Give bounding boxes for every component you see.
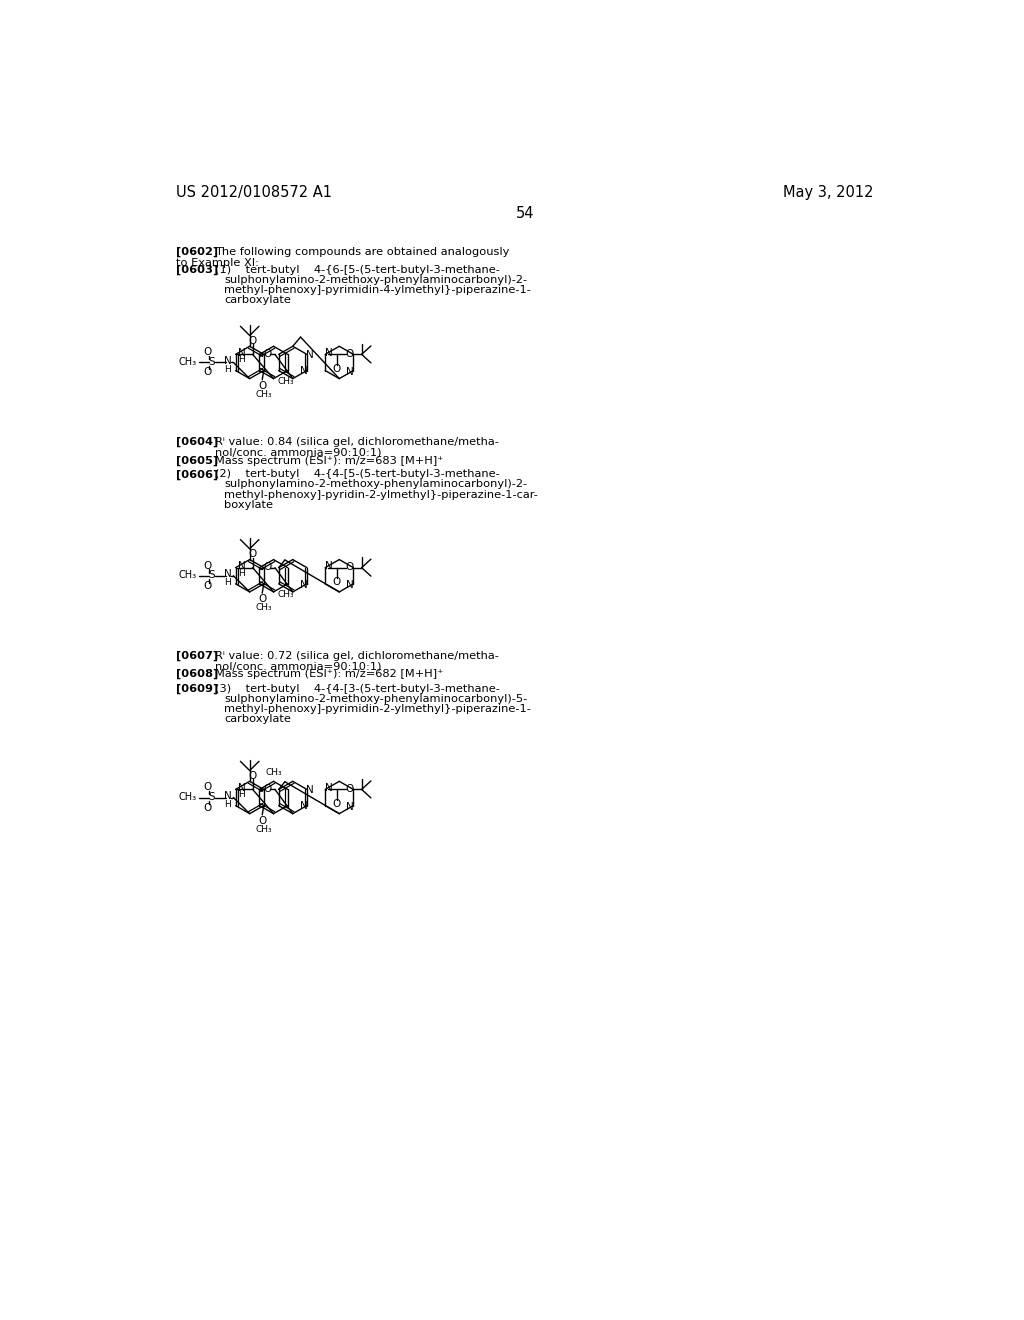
Text: CH₃: CH₃ <box>278 590 295 599</box>
Text: H: H <box>224 578 231 587</box>
Text: O: O <box>203 347 211 358</box>
Text: [0606]: [0606] <box>176 470 218 479</box>
Text: N: N <box>326 783 333 793</box>
Text: CH₃: CH₃ <box>278 376 295 385</box>
Text: N: N <box>346 581 353 590</box>
Text: H: H <box>224 364 231 374</box>
Text: O: O <box>263 348 271 359</box>
Text: N: N <box>346 803 353 812</box>
Text: (2)    tert-butyl    4-{4-[5-(5-tert-butyl-3-methane-: (2) tert-butyl 4-{4-[5-(5-tert-butyl-3-m… <box>215 470 500 479</box>
Text: CH₃: CH₃ <box>178 356 197 367</box>
Text: N: N <box>346 367 353 378</box>
Text: Rⁱ value: 0.72 (silica gel, dichloromethane/metha-: Rⁱ value: 0.72 (silica gel, dichlorometh… <box>215 651 499 661</box>
Text: The following compounds are obtained analogously: The following compounds are obtained ana… <box>215 247 509 257</box>
Text: N: N <box>300 801 307 812</box>
Text: sulphonylamino-2-methoxy-phenylaminocarbonyl)-2-: sulphonylamino-2-methoxy-phenylaminocarb… <box>224 479 527 490</box>
Text: US 2012/0108572 A1: US 2012/0108572 A1 <box>176 185 332 201</box>
Text: N: N <box>224 791 231 801</box>
Text: O: O <box>203 367 211 378</box>
Text: to Example XI:: to Example XI: <box>176 257 259 268</box>
Text: O: O <box>333 799 341 809</box>
Text: CH₃: CH₃ <box>265 768 282 776</box>
Text: CH₃: CH₃ <box>255 389 272 399</box>
Text: O: O <box>249 771 257 780</box>
Text: O: O <box>249 549 257 558</box>
Text: N: N <box>300 367 307 376</box>
Text: methyl-phenoxy]-pyridin-2-ylmethyl}-piperazine-1-car-: methyl-phenoxy]-pyridin-2-ylmethyl}-pipe… <box>224 490 538 499</box>
Text: N: N <box>224 569 231 579</box>
Text: N: N <box>326 561 333 572</box>
Text: [0609]: [0609] <box>176 684 218 694</box>
Text: O: O <box>345 348 353 359</box>
Text: O: O <box>203 803 211 813</box>
Text: 54: 54 <box>515 206 535 222</box>
Text: O: O <box>345 784 353 793</box>
Text: O: O <box>263 562 271 572</box>
Text: O: O <box>263 784 271 793</box>
Text: carboxylate: carboxylate <box>224 714 291 723</box>
Text: N: N <box>224 356 231 366</box>
Text: H: H <box>238 791 245 800</box>
Text: O: O <box>203 783 211 792</box>
Text: (3)    tert-butyl    4-{4-[3-(5-tert-butyl-3-methane-: (3) tert-butyl 4-{4-[3-(5-tert-butyl-3-m… <box>215 684 500 693</box>
Text: [0605]: [0605] <box>176 455 218 466</box>
Text: sulphonylamino-2-methoxy-phenylaminocarbonyl)-2-: sulphonylamino-2-methoxy-phenylaminocarb… <box>224 275 527 285</box>
Text: O: O <box>345 562 353 572</box>
Text: H: H <box>224 800 231 809</box>
Text: O: O <box>258 594 266 605</box>
Text: sulphonylamino-2-methoxy-phenylaminocarbonyl)-5-: sulphonylamino-2-methoxy-phenylaminocarb… <box>224 693 527 704</box>
Text: May 3, 2012: May 3, 2012 <box>783 185 873 201</box>
Text: N: N <box>238 783 246 793</box>
Text: N: N <box>326 348 333 358</box>
Text: O: O <box>203 581 211 591</box>
Text: N: N <box>238 561 246 572</box>
Text: N: N <box>306 785 313 795</box>
Text: CH₃: CH₃ <box>178 570 197 579</box>
Text: boxylate: boxylate <box>224 499 273 510</box>
Text: O: O <box>333 364 341 374</box>
Text: O: O <box>333 577 341 587</box>
Text: [0603]: [0603] <box>176 264 218 275</box>
Text: N: N <box>238 348 246 358</box>
Text: H: H <box>238 569 245 578</box>
Text: S: S <box>209 570 215 579</box>
Text: CH₃: CH₃ <box>255 603 272 612</box>
Text: O: O <box>258 381 266 391</box>
Text: S: S <box>209 356 215 367</box>
Text: nol/conc. ammonia=90:10:1): nol/conc. ammonia=90:10:1) <box>215 447 381 457</box>
Text: O: O <box>203 561 211 570</box>
Text: Mass spectrum (ESI⁺): m/z=683 [M+H]⁺: Mass spectrum (ESI⁺): m/z=683 [M+H]⁺ <box>215 455 443 466</box>
Text: methyl-phenoxy]-pyrimidin-2-ylmethyl}-piperazine-1-: methyl-phenoxy]-pyrimidin-2-ylmethyl}-pi… <box>224 704 531 714</box>
Text: nol/conc. ammonia=90:10:1): nol/conc. ammonia=90:10:1) <box>215 661 381 671</box>
Text: [0604]: [0604] <box>176 437 218 447</box>
Text: [0607]: [0607] <box>176 651 218 661</box>
Text: Rⁱ value: 0.84 (silica gel, dichloromethane/metha-: Rⁱ value: 0.84 (silica gel, dichlorometh… <box>215 437 499 447</box>
Text: O: O <box>258 816 266 826</box>
Text: O: O <box>249 335 257 346</box>
Text: S: S <box>209 792 215 801</box>
Text: H: H <box>238 355 245 364</box>
Text: [0608]: [0608] <box>176 669 218 680</box>
Text: carboxylate: carboxylate <box>224 294 291 305</box>
Text: Mass spectrum (ESI⁺): m/z=682 [M+H]⁺: Mass spectrum (ESI⁺): m/z=682 [M+H]⁺ <box>215 669 443 678</box>
Text: N: N <box>306 350 313 360</box>
Text: [0602]: [0602] <box>176 247 218 257</box>
Text: (1)    tert-butyl    4-{6-[5-(5-tert-butyl-3-methane-: (1) tert-butyl 4-{6-[5-(5-tert-butyl-3-m… <box>215 264 500 275</box>
Text: CH₃: CH₃ <box>255 825 272 834</box>
Text: methyl-phenoxy]-pyrimidin-4-ylmethyl}-piperazine-1-: methyl-phenoxy]-pyrimidin-4-ylmethyl}-pi… <box>224 285 531 294</box>
Text: N: N <box>300 579 307 590</box>
Text: CH₃: CH₃ <box>178 792 197 801</box>
